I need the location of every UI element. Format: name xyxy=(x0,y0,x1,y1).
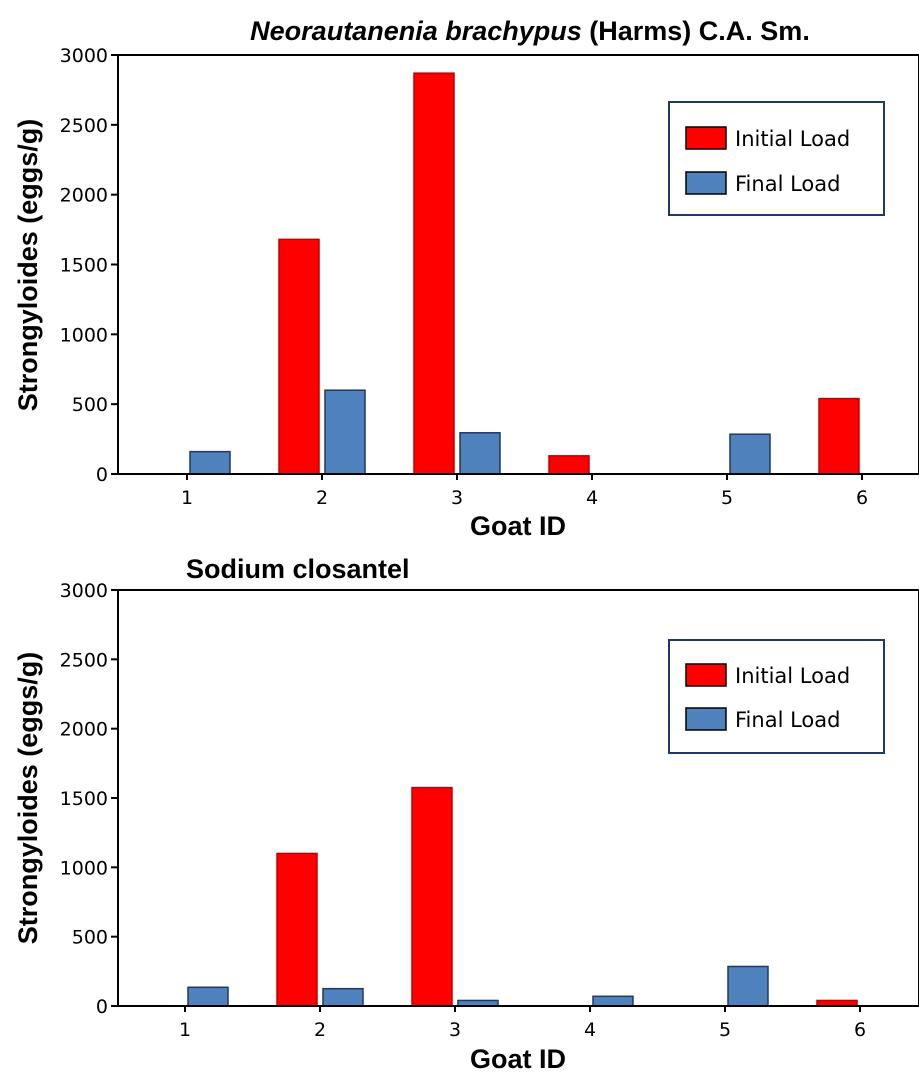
x-tick-label: 5 xyxy=(721,487,733,509)
x-tick-label: 6 xyxy=(854,1019,866,1041)
plot-frame xyxy=(117,589,919,1007)
legend-label-final-load: Final Load xyxy=(735,708,840,732)
x-tick-label: 6 xyxy=(856,487,868,509)
x-ticks: 1 2 3 4 5 6 xyxy=(181,474,868,509)
chart-title-italic: Neorautanenia brachypus xyxy=(250,16,582,46)
y-tick-label: 1500 xyxy=(60,255,108,277)
y-axis-label: Strongyloides (eggs/g) xyxy=(13,119,43,412)
bar-final-load xyxy=(459,432,501,475)
x-axis-label: Goat ID xyxy=(470,511,566,541)
y-tick-label: 0 xyxy=(96,464,108,486)
legend: Initial Load Final Load xyxy=(668,639,885,754)
bar-final-load xyxy=(189,450,231,475)
bar-initial-load xyxy=(413,72,455,475)
chart-title-rest: (Harms) C.A. Sm. xyxy=(582,16,810,46)
bar-initial-load xyxy=(548,455,590,475)
bar-final-load xyxy=(324,389,366,475)
bar-final-load xyxy=(729,433,771,475)
y-axis-label: Strongyloides (eggs/g) xyxy=(13,652,43,945)
legend-swatch-final-load xyxy=(685,707,727,731)
y-ticks: 0 500 1000 1500 2000 2500 3000 xyxy=(60,45,118,486)
y-tick-label: 2500 xyxy=(60,115,108,137)
x-tick-label: 2 xyxy=(316,487,328,509)
x-tick-label: 2 xyxy=(314,1019,326,1041)
y-tick-label: 2000 xyxy=(60,185,108,207)
legend: Initial Load Final Load xyxy=(668,101,885,216)
legend-box xyxy=(668,639,885,754)
bar-final-load xyxy=(322,987,364,1007)
legend-swatch-initial-load xyxy=(685,663,727,687)
y-tick-label: 500 xyxy=(72,927,108,949)
y-tick-label: 0 xyxy=(96,996,108,1018)
x-axis-label: Goat ID xyxy=(470,1044,566,1074)
legend-box xyxy=(668,101,885,216)
y-tick-label: 2000 xyxy=(60,719,108,741)
x-tick-label: 1 xyxy=(179,1019,191,1041)
y-tick-label: 2500 xyxy=(60,649,108,671)
chart-sodium-closantel: Sodium closantel Strongyloides (eggs/g) … xyxy=(13,554,919,1074)
x-ticks: 1 2 3 4 5 6 xyxy=(179,1006,866,1041)
bars xyxy=(187,786,858,1007)
x-tick-label: 1 xyxy=(181,487,193,509)
x-tick-label: 3 xyxy=(449,1019,461,1041)
chart-title-rest: Sodium closantel xyxy=(186,554,410,584)
bar-initial-load xyxy=(278,238,320,475)
bars xyxy=(189,72,860,475)
y-tick-label: 3000 xyxy=(60,580,108,602)
bar-final-load xyxy=(592,995,634,1007)
x-tick-label: 5 xyxy=(719,1019,731,1041)
bar-initial-load xyxy=(411,786,453,1007)
chart-title: Neorautanenia brachypus (Harms) C.A. Sm. xyxy=(250,16,810,46)
bar-initial-load xyxy=(818,397,860,475)
x-tick-label: 4 xyxy=(584,1019,596,1041)
legend-label-initial-load: Initial Load xyxy=(735,127,850,151)
bar-final-load xyxy=(187,986,229,1007)
y-tick-label: 1000 xyxy=(60,857,108,879)
chart-title: Sodium closantel xyxy=(186,554,410,584)
legend-label-initial-load: Initial Load xyxy=(735,664,850,688)
plot-frame xyxy=(117,54,919,475)
bar-final-load xyxy=(727,965,769,1007)
legend-label-final-load: Final Load xyxy=(735,172,840,196)
x-tick-label: 4 xyxy=(586,487,598,509)
y-tick-label: 1500 xyxy=(60,788,108,810)
legend-swatch-final-load xyxy=(685,171,727,195)
legend-swatch-initial-load xyxy=(685,126,727,150)
x-tick-label: 3 xyxy=(451,487,463,509)
y-tick-label: 500 xyxy=(72,394,108,416)
y-ticks: 0 500 1000 1500 2000 2500 3000 xyxy=(60,580,118,1018)
bar-initial-load xyxy=(276,852,318,1007)
y-tick-label: 1000 xyxy=(60,324,108,346)
chart-neorautanenia: Neorautanenia brachypus (Harms) C.A. Sm.… xyxy=(13,16,919,541)
y-tick-label: 3000 xyxy=(60,45,108,67)
